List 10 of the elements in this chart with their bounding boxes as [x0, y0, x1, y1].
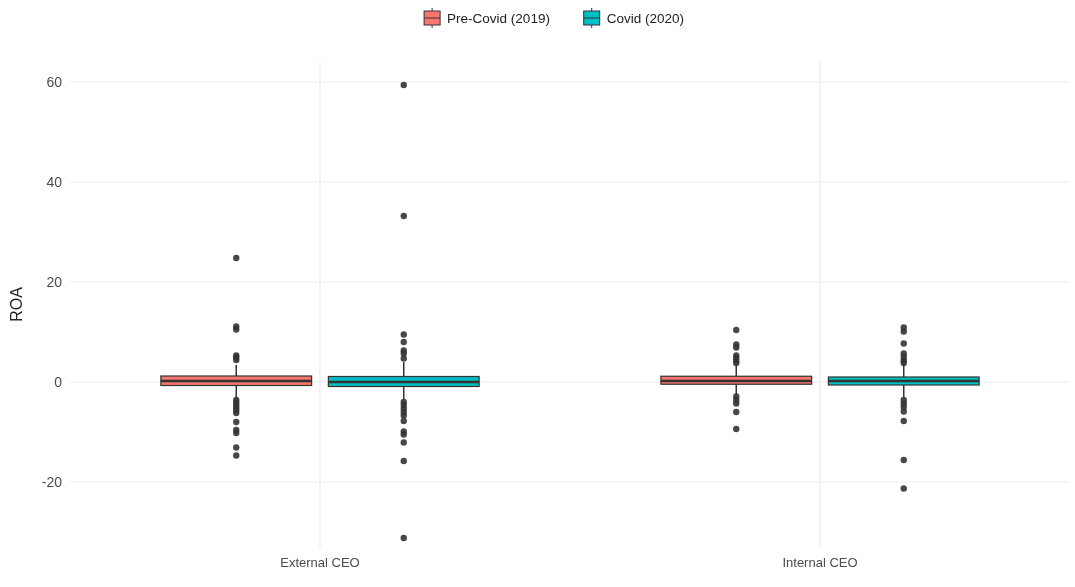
y-tick-label: 60 [46, 73, 63, 90]
x-tick-label: Internal CEO [782, 555, 858, 570]
y-tick-label: 0 [54, 373, 63, 390]
y-tick-label: 20 [46, 273, 63, 290]
x-tick-label: External CEO [280, 555, 360, 570]
y-tick-label: 40 [46, 173, 63, 190]
legend-label: Covid (2020) [606, 11, 684, 26]
y-tick-label: -20 [41, 473, 63, 490]
legend-label: Pre-Covid (2019) [447, 11, 550, 26]
y-axis-title: ROA [8, 286, 25, 322]
